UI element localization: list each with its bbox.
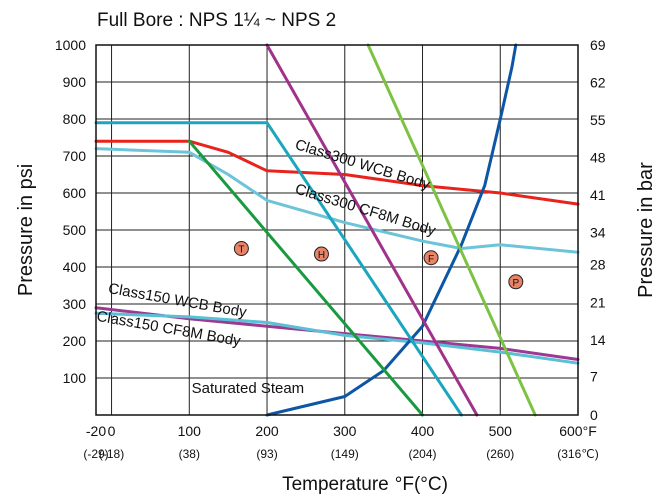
y-right-tick-label: 41 (590, 187, 606, 203)
y-right-tick-label: 14 (590, 332, 606, 348)
curve-marker-label: H (318, 250, 325, 261)
curve-marker (508, 274, 524, 290)
x-tick-label-celsius: (38) (179, 447, 200, 461)
series-line (94, 311, 580, 365)
y-tick-label: 400 (63, 259, 87, 275)
series-lines (94, 43, 580, 417)
series-annotation: Saturated Steam (192, 380, 305, 397)
y-right-tick-label: 55 (590, 112, 606, 128)
curve-marker (233, 241, 249, 256)
y-axis-right-ticks: 0 7 14 21 28 34 41 48 55 62 69 (590, 37, 606, 423)
x-axis-label: Temperature °F(°C) (282, 474, 448, 495)
x-tick-label: 200 (255, 423, 279, 439)
x-tick-label-celsius: (204) (409, 447, 437, 461)
chart-title: Full Bore : NPS 1¼ ~ NPS 2 (97, 10, 336, 31)
y-tick-label: 800 (63, 111, 87, 127)
x-tick-label: 0 (108, 423, 116, 439)
y-axis-ticks: 100 200 300 400 500 600 700 800 900 1000 (55, 37, 86, 386)
y-right-tick-label: 7 (590, 369, 598, 385)
series-line (265, 43, 518, 417)
y-right-tick-label: 34 (590, 225, 606, 241)
curve-marker (423, 250, 439, 266)
y-right-tick-label: 69 (590, 37, 606, 53)
x-tick-label: 600°F (559, 423, 597, 439)
x-axis-label-text: Temperature (282, 474, 389, 495)
y-axis-right-label: Pressure in bar (635, 162, 657, 298)
x-tick-label-celsius: (93) (256, 447, 277, 461)
series-line (187, 139, 424, 417)
y-tick-label: 300 (63, 296, 87, 312)
series-line (94, 147, 580, 254)
y-tick-label: 100 (63, 370, 87, 386)
x-tick-label-celsius: (260) (486, 447, 514, 461)
y-right-tick-label: 62 (590, 74, 606, 90)
series-line (94, 121, 463, 417)
x-tick-label-celsius: (-18) (99, 447, 124, 461)
x-tick-label: 500 (489, 423, 513, 439)
x-tick-label: 100 (178, 423, 202, 439)
series-line (366, 43, 537, 417)
y-right-tick-label: 0 (590, 407, 598, 423)
y-right-tick-label: 28 (590, 257, 606, 273)
grid (96, 45, 578, 415)
x-axis-label-unit: °F(°C) (395, 474, 448, 495)
y-right-tick-label: 21 (590, 294, 606, 310)
y-tick-label: 200 (63, 333, 87, 349)
series-line (94, 139, 580, 206)
curve-marker-label: F (428, 254, 434, 265)
x-tick-label: 400 (411, 423, 435, 439)
x-tick-label-celsius: (149) (331, 447, 359, 461)
y-tick-label: 900 (63, 74, 87, 90)
y-tick-label: 500 (63, 222, 87, 238)
curve-marker (313, 246, 329, 262)
x-tick-label: -20 (86, 423, 106, 439)
series-line (265, 43, 479, 417)
curve-markers: T H F P (233, 241, 524, 290)
x-axis-ticks: -20 (-29)0 (-18) 100 (38) 200 (93) 300 (149) 400 (… (83, 423, 598, 461)
y-axis-label: Pressure in psi (15, 164, 37, 296)
series-line (94, 306, 580, 361)
x-tick-label: 300 (333, 423, 357, 439)
y-tick-label: 1000 (55, 37, 86, 53)
y-tick-label: 700 (63, 148, 87, 164)
curve-marker-label: T (238, 245, 244, 256)
y-tick-label: 600 (63, 185, 87, 201)
curve-marker-label: P (512, 278, 519, 289)
y-right-tick-label: 48 (590, 149, 606, 165)
plot-frame (95, 44, 579, 416)
x-tick-label-celsius: (-29) (83, 447, 108, 461)
x-tick-label-celsius: (316℃) (557, 447, 599, 461)
